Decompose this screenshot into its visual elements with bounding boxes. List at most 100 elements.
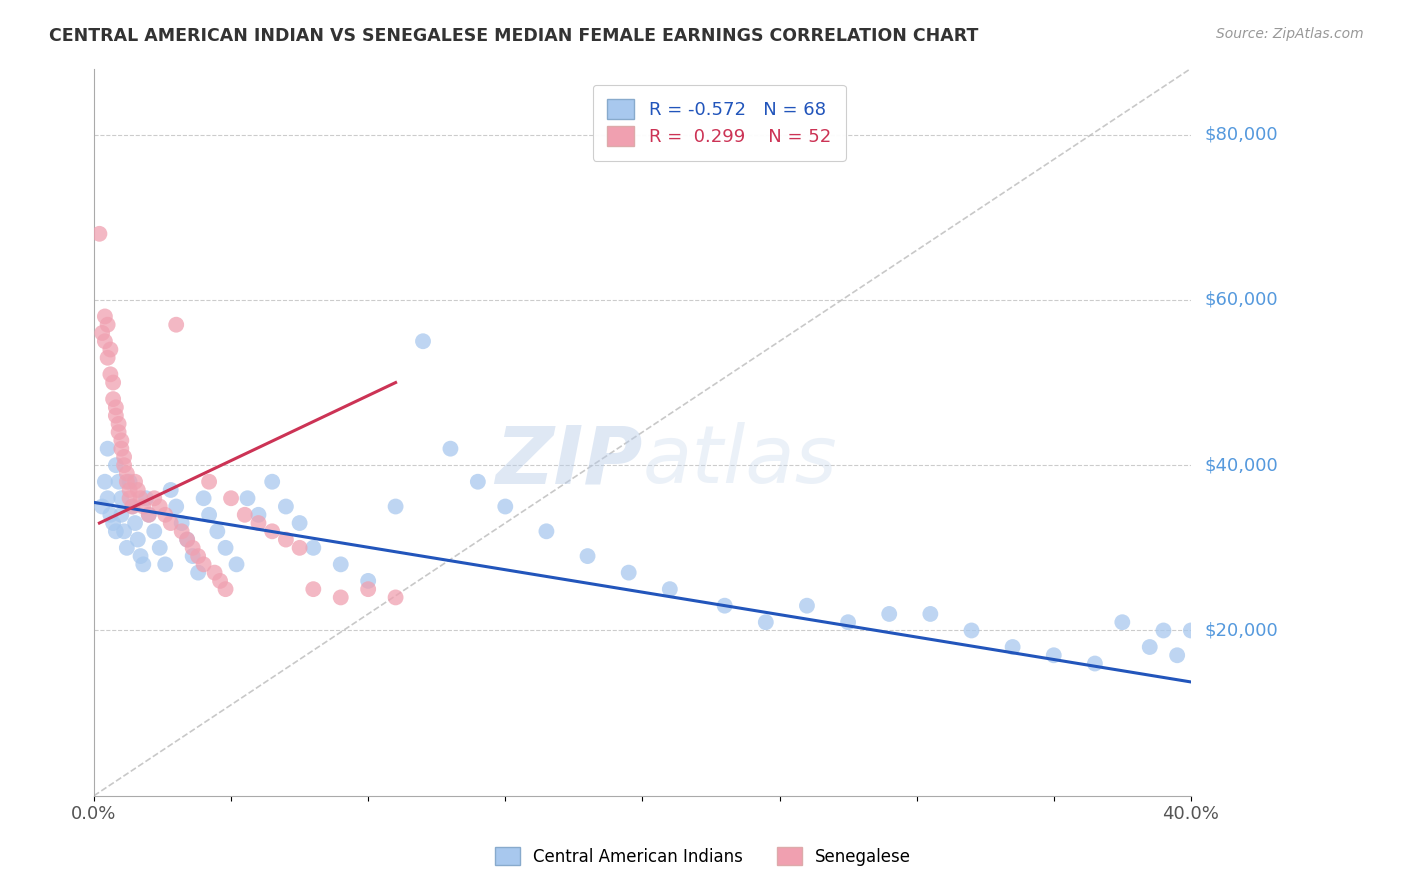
Point — [412, 334, 434, 349]
Point — [97, 318, 120, 332]
Point — [247, 516, 270, 530]
Point — [89, 227, 111, 241]
Point — [209, 574, 232, 588]
Point — [329, 558, 352, 572]
Point — [796, 599, 818, 613]
Point — [176, 533, 198, 547]
Point — [110, 434, 132, 448]
Point — [236, 491, 259, 506]
Point — [149, 500, 172, 514]
Point — [107, 425, 129, 439]
Point — [138, 508, 160, 522]
Legend: R = -0.572   N = 68, R =  0.299    N = 52: R = -0.572 N = 68, R = 0.299 N = 52 — [593, 85, 845, 161]
Point — [288, 516, 311, 530]
Point — [112, 458, 135, 473]
Point — [181, 549, 204, 563]
Point — [187, 549, 209, 563]
Point — [467, 475, 489, 489]
Point — [439, 442, 461, 456]
Point — [198, 475, 221, 489]
Point — [165, 318, 187, 332]
Point — [1042, 648, 1064, 663]
Point — [91, 500, 114, 514]
Point — [135, 491, 157, 506]
Point — [118, 483, 141, 497]
Point — [132, 558, 155, 572]
Point — [124, 475, 146, 489]
Point — [170, 516, 193, 530]
Point — [262, 524, 284, 539]
Point — [1111, 615, 1133, 630]
Point — [302, 541, 325, 555]
Point — [274, 533, 297, 547]
Text: ZIP: ZIP — [495, 422, 643, 500]
Text: Source: ZipAtlas.com: Source: ZipAtlas.com — [1216, 27, 1364, 41]
Point — [214, 541, 236, 555]
Point — [110, 508, 132, 522]
Point — [129, 491, 152, 506]
Point — [576, 549, 599, 563]
Point — [176, 533, 198, 547]
Point — [1180, 624, 1202, 638]
Point — [233, 508, 256, 522]
Point — [112, 524, 135, 539]
Point — [960, 624, 983, 638]
Point — [357, 574, 380, 588]
Point — [755, 615, 778, 630]
Point — [288, 541, 311, 555]
Point — [138, 508, 160, 522]
Point — [101, 516, 124, 530]
Point — [204, 566, 226, 580]
Text: atlas: atlas — [643, 422, 837, 500]
Point — [118, 491, 141, 506]
Text: $20,000: $20,000 — [1205, 622, 1278, 640]
Point — [149, 541, 172, 555]
Point — [1001, 640, 1024, 654]
Point — [1166, 648, 1188, 663]
Point — [181, 541, 204, 555]
Point — [101, 392, 124, 406]
Point — [170, 524, 193, 539]
Point — [384, 500, 406, 514]
Point — [97, 491, 120, 506]
Point — [357, 582, 380, 596]
Point — [193, 491, 215, 506]
Text: $80,000: $80,000 — [1205, 126, 1278, 144]
Point — [91, 326, 114, 340]
Point — [1084, 657, 1107, 671]
Point — [187, 566, 209, 580]
Point — [159, 516, 181, 530]
Point — [536, 524, 558, 539]
Point — [104, 458, 127, 473]
Legend: Central American Indians, Senegalese: Central American Indians, Senegalese — [482, 834, 924, 880]
Point — [107, 417, 129, 431]
Point — [155, 558, 177, 572]
Point — [877, 607, 900, 621]
Point — [384, 591, 406, 605]
Point — [159, 483, 181, 497]
Point — [1152, 624, 1174, 638]
Point — [104, 401, 127, 415]
Text: $60,000: $60,000 — [1205, 291, 1278, 309]
Point — [494, 500, 516, 514]
Point — [100, 343, 122, 357]
Point — [193, 558, 215, 572]
Point — [713, 599, 735, 613]
Point — [129, 549, 152, 563]
Point — [262, 475, 284, 489]
Point — [143, 524, 166, 539]
Point — [115, 475, 138, 489]
Point — [207, 524, 229, 539]
Point — [127, 483, 149, 497]
Point — [302, 582, 325, 596]
Point — [920, 607, 942, 621]
Point — [1194, 665, 1216, 679]
Point — [104, 524, 127, 539]
Text: $40,000: $40,000 — [1205, 456, 1278, 475]
Point — [132, 500, 155, 514]
Point — [1139, 640, 1161, 654]
Point — [121, 500, 143, 514]
Point — [121, 500, 143, 514]
Point — [247, 508, 270, 522]
Point — [198, 508, 221, 522]
